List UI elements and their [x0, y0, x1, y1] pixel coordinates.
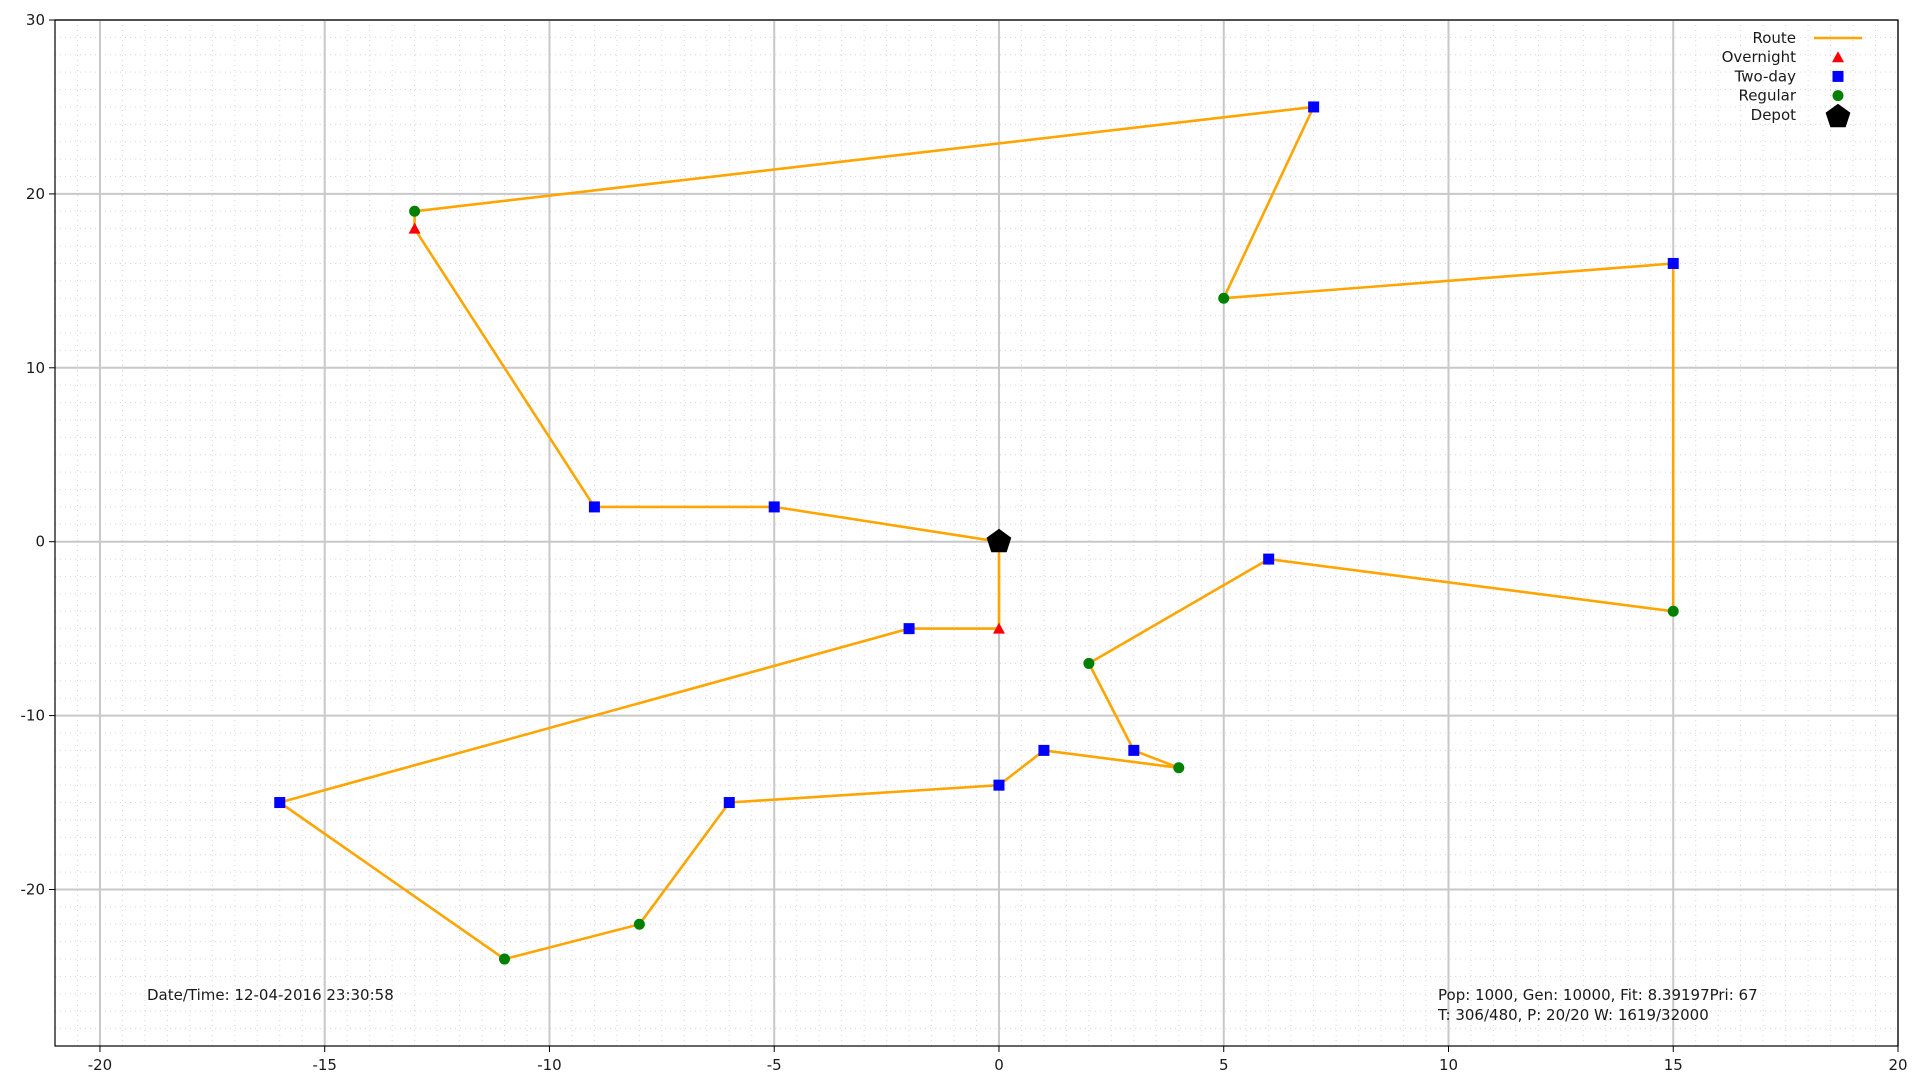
regular-point [1218, 292, 1230, 304]
datetime-annotation: Date/Time: 12-04-2016 23:30:58 [147, 986, 394, 1004]
two-day-point [1128, 744, 1140, 756]
legend-label: Overnight [1722, 48, 1797, 66]
legend-regular-swatch [1832, 90, 1844, 102]
legend-depot-swatch [1825, 103, 1851, 128]
regular-point [1083, 657, 1095, 669]
y-tick-label: 0 [35, 533, 45, 551]
two-day-point [768, 501, 780, 513]
x-tick-label: 15 [1664, 1056, 1683, 1074]
y-tick-label: 30 [26, 11, 45, 29]
two-day-point [1038, 744, 1050, 756]
regular-point [499, 953, 511, 965]
two-day-point [274, 797, 286, 809]
route-line [278, 105, 1675, 961]
x-tick-label: 5 [1219, 1056, 1229, 1074]
two-day-point [1263, 553, 1275, 565]
regular-point [1667, 605, 1679, 617]
depot-point [986, 528, 1012, 553]
legend-label: Regular [1738, 87, 1796, 105]
two-day-point [1308, 101, 1320, 113]
stats-line-2: T: 306/480, P: 20/20 W: 1619/32000 [1438, 1006, 1709, 1024]
legend-label: Depot [1751, 106, 1796, 124]
regular-point [409, 205, 421, 217]
y-tick-label: -10 [21, 707, 46, 725]
two-day-point [723, 797, 735, 809]
legend-label: Two-day [1734, 67, 1797, 85]
x-tick-label: -15 [312, 1056, 337, 1074]
two-day-point [903, 623, 915, 635]
legend-overnight-swatch [1832, 51, 1844, 63]
x-tick-label: -20 [88, 1056, 113, 1074]
y-tick-label: 10 [26, 359, 45, 377]
legend-two-day-swatch [1832, 70, 1844, 82]
two-day-point [1667, 257, 1679, 269]
plot-frame [54, 19, 1899, 1047]
overnight-point [408, 222, 421, 234]
x-tick-label: 0 [994, 1056, 1004, 1074]
two-day-point [993, 779, 1005, 791]
overnight-point [992, 622, 1005, 634]
x-tick-label: 20 [1888, 1056, 1907, 1074]
regular-point [633, 918, 645, 930]
stats-line-1: Pop: 1000, Gen: 10000, Fit: 8.39197Pri: … [1438, 986, 1758, 1004]
x-tick-label: -5 [767, 1056, 782, 1074]
plot-area [55, 20, 1898, 1046]
x-tick-label: 10 [1439, 1056, 1458, 1074]
legend-label: Route [1752, 29, 1796, 47]
y-tick-label: -20 [21, 880, 46, 898]
x-tick-label: -10 [537, 1056, 562, 1074]
regular-point [1173, 762, 1185, 774]
two-day-point [588, 501, 600, 513]
y-tick-label: 20 [26, 185, 45, 203]
